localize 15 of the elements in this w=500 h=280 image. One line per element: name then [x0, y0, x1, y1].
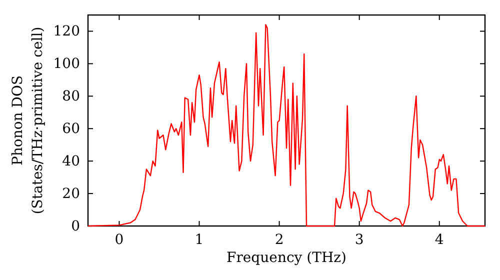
y-tick-label: 120: [53, 24, 80, 40]
y-tick-label: 20: [62, 186, 80, 202]
y-tick-label: 80: [62, 88, 80, 105]
y-tick-label: 40: [62, 154, 80, 170]
x-axis-title: Frequency (THz): [226, 250, 347, 266]
x-tick-label: 1: [194, 232, 204, 248]
y-tick-label: 100: [53, 56, 80, 72]
y-axis-title: Phonon DOS (States/THz·primitive cell): [10, 26, 46, 214]
y-tick-label: 0: [71, 218, 80, 234]
x-tick-label: 2: [274, 232, 284, 248]
x-tick-label: 0: [114, 232, 124, 248]
y-tick-label: 60: [62, 121, 80, 138]
x-tick-label: 3: [354, 232, 364, 248]
line-series: [87, 24, 486, 227]
x-tick-label: 4: [434, 232, 444, 248]
